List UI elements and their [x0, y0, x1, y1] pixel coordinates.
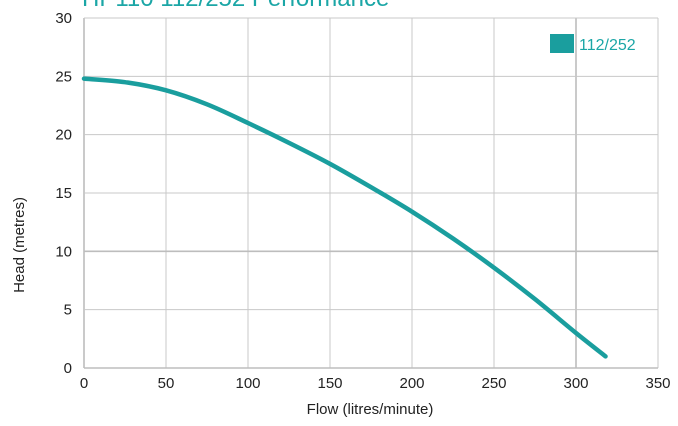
legend-label: 112/252 — [579, 37, 636, 54]
legend-swatch — [550, 34, 574, 53]
grid-layer — [83, 17, 659, 369]
y-tick-label: 15 — [55, 185, 72, 202]
x-tick-label: 250 — [481, 375, 506, 392]
series-layer — [81, 76, 608, 359]
y-tick-label: 25 — [55, 68, 72, 85]
chart-title: HP110 112/252 Performance — [82, 0, 389, 12]
y-tick-label: 20 — [55, 127, 72, 144]
x-axis-label: Flow (litres/minute) — [307, 401, 434, 418]
series-line-112-252 — [81, 76, 608, 359]
x-tick-label: 350 — [645, 375, 670, 392]
x-tick-label: 50 — [158, 375, 175, 392]
y-tick-label: 0 — [64, 360, 72, 377]
y-tick-label: 30 — [55, 10, 72, 27]
y-tick-label: 5 — [64, 302, 72, 319]
tick-labels: 0 50 100 150 200 250 300 350 0 5 10 15 20 25 30 — [55, 10, 670, 392]
x-tick-label: 100 — [235, 375, 260, 392]
y-tick-label: 10 — [55, 243, 72, 260]
legend: 112/252 — [550, 34, 636, 54]
y-axis-label: Head (metres) — [11, 197, 28, 293]
x-tick-label: 300 — [563, 375, 588, 392]
x-tick-label: 0 — [80, 375, 88, 392]
x-tick-label: 150 — [317, 375, 342, 392]
x-tick-label: 200 — [399, 375, 424, 392]
